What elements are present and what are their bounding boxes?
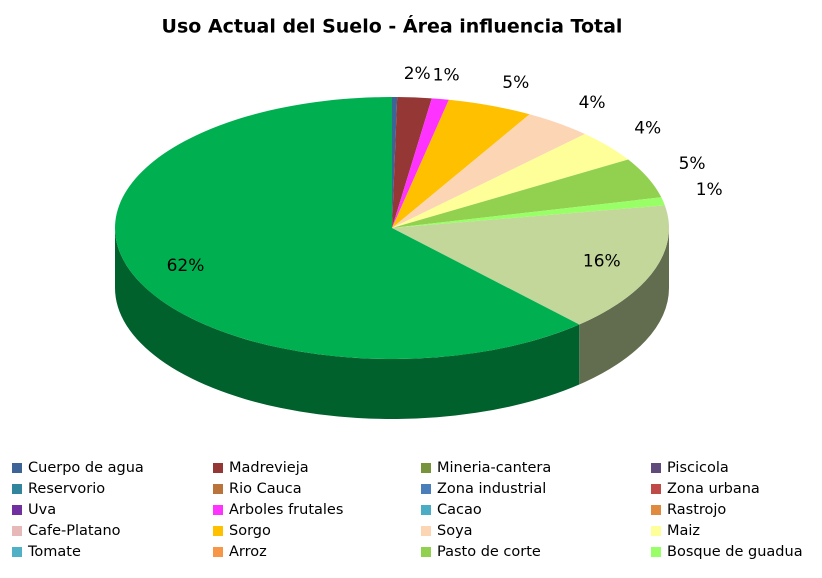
data-label: 2%	[404, 64, 431, 84]
slice-side	[115, 228, 580, 420]
legend-label: Uva	[28, 502, 56, 518]
legend-label: Maiz	[667, 523, 700, 539]
legend-label: Arboles frutales	[229, 502, 343, 518]
legend-label: Rastrojo	[667, 502, 726, 518]
legend-label: Cuerpo de agua	[28, 460, 144, 476]
data-label: 4%	[634, 118, 661, 138]
legend-label: Soya	[437, 523, 473, 539]
legend-label: Arroz	[229, 544, 267, 560]
legend-swatch	[651, 463, 661, 473]
pie-slice	[392, 205, 669, 325]
pie-slice	[392, 197, 665, 228]
slice-side	[579, 228, 669, 385]
legend-label: Bosque de guadua	[667, 544, 803, 560]
pie-slice	[392, 134, 629, 228]
legend-swatch	[421, 484, 431, 494]
legend-label: Zona industrial	[437, 481, 546, 497]
legend-swatch	[651, 505, 661, 515]
pie-slice	[114, 97, 580, 359]
legend-label: Sorgo	[229, 523, 271, 539]
data-label: 62%	[167, 256, 205, 276]
legend-swatch	[213, 547, 223, 557]
legend-label: Cafe-Platano	[28, 523, 121, 539]
pie-slice	[392, 99, 530, 228]
legend-label: Cacao	[437, 502, 482, 518]
pie-sides	[115, 228, 669, 420]
legend-swatch	[651, 484, 661, 494]
pie-slice	[392, 98, 449, 228]
legend-swatch	[213, 463, 223, 473]
legend-label: Mineria-cantera	[437, 460, 551, 476]
data-label: 5%	[679, 154, 706, 174]
data-label: 5%	[502, 73, 529, 93]
legend-swatch	[421, 547, 431, 557]
pie-slice	[392, 114, 585, 228]
legend-label: Madrevieja	[229, 460, 309, 476]
legend-label: Reservorio	[28, 481, 105, 497]
legend-swatch	[651, 547, 661, 557]
legend-swatch	[12, 463, 22, 473]
legend-swatch	[12, 484, 22, 494]
pie-slice	[392, 97, 398, 228]
legend-label: Zona urbana	[667, 481, 760, 497]
data-label: 1%	[696, 180, 723, 200]
legend-swatch	[213, 526, 223, 536]
legend-label: Pasto de corte	[437, 544, 541, 560]
pie-slice	[392, 97, 432, 228]
legend-label: Rio Cauca	[229, 481, 302, 497]
legend-label: Tomate	[27, 544, 81, 560]
legend-label: Piscicola	[667, 460, 729, 476]
legend-swatch	[213, 505, 223, 515]
legend-swatch	[421, 526, 431, 536]
legend-swatch	[651, 526, 661, 536]
data-label: 16%	[583, 252, 621, 272]
legend-swatch	[12, 547, 22, 557]
legend-swatch	[213, 484, 223, 494]
data-label: 1%	[433, 66, 460, 86]
legend-swatch	[421, 505, 431, 515]
legend-swatch	[12, 505, 22, 515]
chart-title: Uso Actual del Suelo - Área influencia T…	[162, 15, 623, 38]
legend-swatch	[421, 463, 431, 473]
legend-swatch	[12, 526, 22, 536]
pie-slice	[392, 159, 662, 228]
data-label: 4%	[579, 93, 606, 113]
